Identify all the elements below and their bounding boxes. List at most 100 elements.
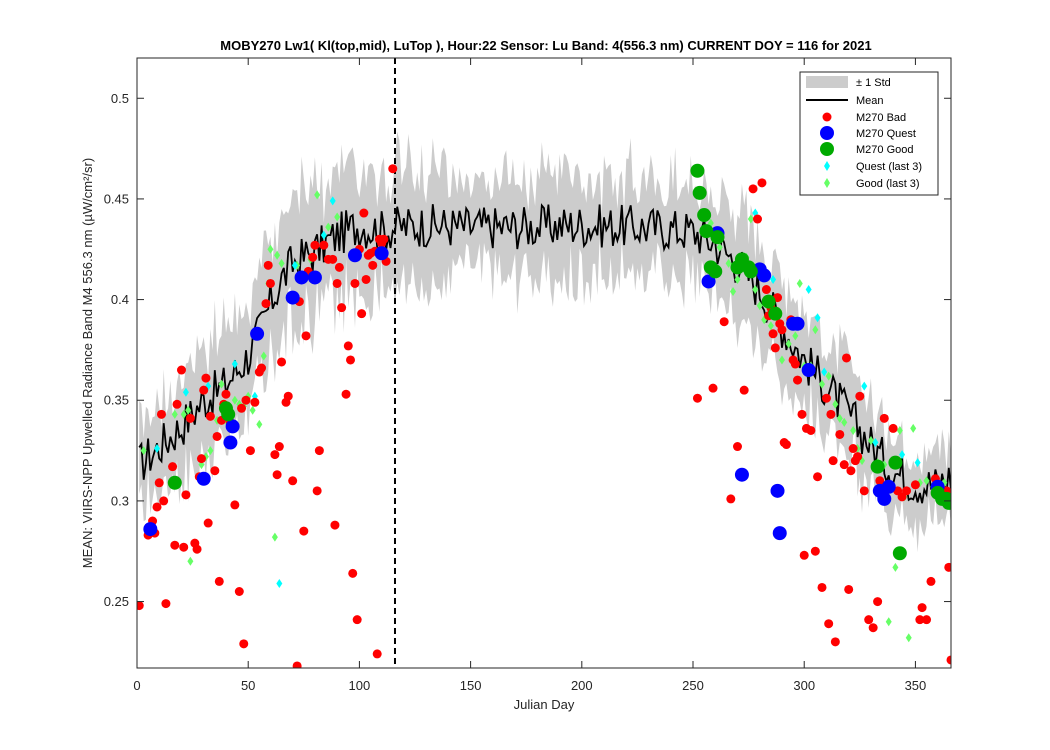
mean-line-layer bbox=[138, 203, 951, 504]
m270-bad-point bbox=[350, 278, 360, 288]
m270-good-point bbox=[708, 264, 723, 279]
m270-bad-point bbox=[199, 385, 209, 395]
m270-bad-point bbox=[826, 409, 836, 419]
good-last3-point bbox=[249, 405, 256, 415]
quest-last3-point bbox=[329, 196, 336, 206]
m270-bad-point bbox=[308, 252, 318, 262]
m270-bad-point bbox=[237, 403, 247, 413]
m270-bad-point bbox=[806, 425, 816, 435]
m270-bad-point bbox=[210, 466, 220, 476]
legend-quest-label: M270 Quest bbox=[856, 128, 916, 140]
m270-bad-point bbox=[361, 274, 371, 284]
good-last3-point bbox=[725, 258, 732, 268]
m270-bad-point bbox=[732, 442, 742, 452]
m270-bad-point bbox=[793, 375, 803, 385]
m270-bad-point bbox=[241, 395, 251, 405]
m270-bad-point bbox=[261, 299, 271, 309]
good-last3-point bbox=[314, 190, 321, 200]
legend: ± 1 Std Mean M270 Bad M270 Quest M270 Go… bbox=[799, 71, 939, 196]
good-last3-point bbox=[325, 222, 332, 232]
m270-good-point bbox=[690, 163, 705, 178]
y-tick-label: 0.4 bbox=[111, 292, 129, 307]
m270-quest-point bbox=[801, 363, 816, 378]
legend-bad-marker bbox=[822, 112, 832, 122]
quest-last3-point bbox=[182, 387, 189, 397]
good-last3-point bbox=[923, 476, 930, 486]
m270-bad-point bbox=[152, 502, 162, 512]
m270-bad-point bbox=[726, 494, 736, 504]
x-tick-label: 250 bbox=[682, 678, 704, 693]
legend-bad-label: M270 Bad bbox=[856, 112, 906, 124]
good-last3-point bbox=[218, 379, 225, 389]
good-last3-point bbox=[867, 436, 874, 446]
m270-bad-point bbox=[257, 363, 267, 373]
good-last3-point bbox=[747, 214, 754, 224]
m270-bad-point bbox=[768, 329, 778, 339]
m270-bad-point bbox=[196, 454, 206, 464]
legend-quest-marker bbox=[820, 126, 834, 140]
good-last3-point bbox=[730, 287, 737, 297]
good-last3-point bbox=[752, 285, 759, 295]
good-last3-point bbox=[850, 425, 857, 435]
m270-bad-point bbox=[824, 619, 834, 629]
quest-last3-point bbox=[154, 444, 161, 454]
good-last3-point bbox=[778, 355, 785, 365]
m270-bad-point bbox=[176, 365, 186, 375]
good-last3-point bbox=[905, 633, 912, 643]
legend-good-label: M270 Good bbox=[856, 144, 913, 156]
m270-bad-point bbox=[348, 568, 358, 578]
y-axis-label: MEAN: VIIRS-NPP Upwelled Radiance Band M… bbox=[80, 158, 95, 568]
m270-quest-point bbox=[143, 522, 158, 537]
m270-bad-point bbox=[310, 240, 320, 250]
quest-last3-point bbox=[821, 367, 828, 377]
m270-bad-point bbox=[868, 623, 878, 633]
legend-good-last3-label: Good (last 3) bbox=[856, 178, 920, 190]
m270-bad-point bbox=[875, 476, 885, 486]
m270-bad-point bbox=[319, 240, 329, 250]
m270-bad-point bbox=[753, 214, 763, 224]
m270-bad-point bbox=[846, 466, 856, 476]
m270-bad-point bbox=[944, 562, 951, 572]
m270-bad-point bbox=[181, 490, 191, 500]
good-last3-point bbox=[180, 409, 187, 419]
m270-good-point bbox=[892, 546, 907, 561]
quest-last3-point bbox=[814, 313, 821, 323]
m270-good-point bbox=[888, 455, 903, 470]
m270-quest-point bbox=[877, 491, 892, 506]
m270-bad-point bbox=[212, 431, 222, 441]
m270-bad-point bbox=[844, 584, 854, 594]
good-last3-point bbox=[185, 405, 192, 415]
m270-bad-point bbox=[205, 411, 215, 421]
m270-bad-point bbox=[283, 391, 293, 401]
m270-bad-point bbox=[161, 599, 171, 609]
m270-bad-point bbox=[853, 452, 863, 462]
m270-bad-point bbox=[692, 393, 702, 403]
m270-bad-point bbox=[708, 383, 718, 393]
good-last3-point bbox=[140, 446, 147, 456]
m270-bad-point bbox=[352, 615, 362, 625]
quest-last3-point bbox=[291, 260, 298, 270]
m270-bad-point bbox=[328, 254, 338, 264]
m270-bad-point bbox=[926, 576, 936, 586]
m270-bad-point bbox=[797, 409, 807, 419]
m270-bad-point bbox=[790, 359, 800, 369]
x-axis-label: Julian Day bbox=[514, 697, 575, 712]
m270-bad-point bbox=[272, 470, 282, 480]
quest-last3-point bbox=[861, 381, 868, 391]
m270-bad-point bbox=[368, 260, 378, 270]
good-last3-point bbox=[231, 395, 238, 405]
m270-bad-point bbox=[179, 542, 189, 552]
good-last3-point bbox=[825, 371, 832, 381]
m270-bad-point bbox=[739, 385, 749, 395]
m270-bad-point bbox=[848, 444, 858, 454]
quest-last3-point bbox=[805, 285, 812, 295]
m270-bad-point bbox=[372, 649, 382, 659]
m270-bad-point bbox=[902, 486, 912, 496]
good-last3-point bbox=[812, 325, 819, 335]
m270-bad-point bbox=[830, 637, 840, 647]
m270-bad-point bbox=[799, 550, 809, 560]
good-last3-point bbox=[910, 423, 917, 433]
m270-bad-point bbox=[330, 520, 340, 530]
m270-bad-point bbox=[859, 486, 869, 496]
